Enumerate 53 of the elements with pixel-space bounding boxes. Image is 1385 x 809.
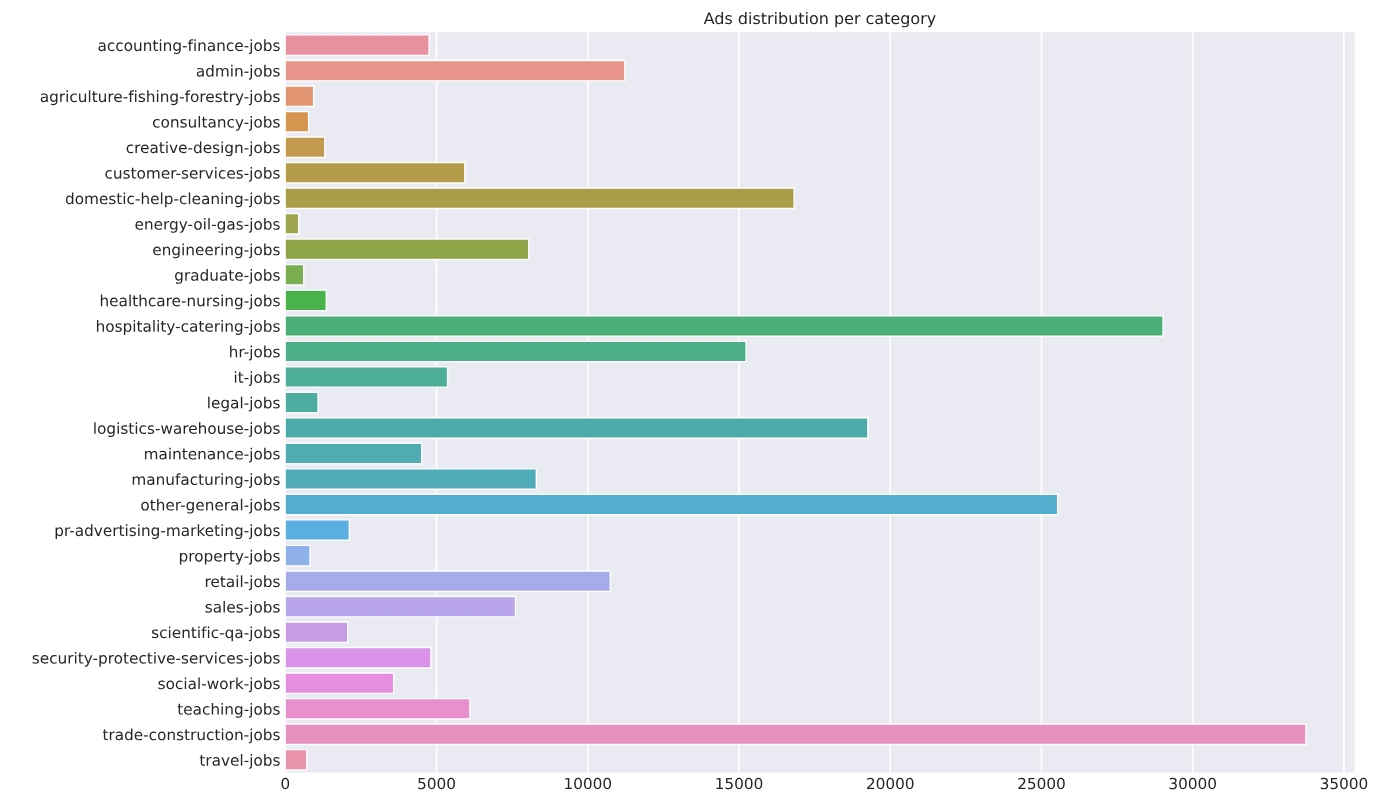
y-tick-label: logistics-warehouse-jobs	[94, 422, 280, 437]
x-tick-label: 0	[281, 777, 290, 790]
y-tick-label: consultancy-jobs	[153, 115, 280, 131]
y-tick-label: accounting-finance-jobs	[98, 39, 280, 55]
y-tick-label: hospitality-catering-jobs	[96, 320, 280, 335]
x-tick-label: 10000	[565, 777, 612, 790]
bar	[285, 289, 327, 312]
x-tick-label: 5000	[418, 777, 455, 790]
bar	[285, 212, 300, 235]
bar	[285, 34, 430, 57]
x-tick-label: 30000	[1169, 777, 1216, 790]
y-tick-label: manufacturing-jobs	[132, 473, 280, 489]
y-tick-label: legal-jobs	[208, 396, 280, 412]
y-tick-label: domestic-help-cleaning-jobs	[65, 192, 280, 208]
y-tick-label: security-protective-services-jobs	[32, 651, 280, 667]
y-tick-label: graduate-jobs	[175, 269, 280, 284]
bar	[285, 263, 305, 286]
x-tick-label: 35000	[1320, 777, 1368, 790]
y-tick-label: hr-jobs	[230, 345, 280, 361]
bar	[285, 621, 349, 644]
y-tick-label: agriculture-fishing-forestry-jobs	[40, 90, 280, 106]
y-tick-label: healthcare-nursing-jobs	[100, 294, 280, 310]
bar	[285, 136, 326, 159]
x-tick-label: 20000	[867, 777, 914, 790]
y-tick-label: social-work-jobs	[158, 677, 280, 693]
y-tick-label: retail-jobs	[205, 575, 280, 591]
y-tick-label: admin-jobs	[196, 64, 280, 80]
y-tick-label: it-jobs	[234, 371, 280, 386]
bar	[285, 442, 423, 465]
y-tick-label: property-jobs	[179, 549, 280, 565]
x-tick-label: 15000	[716, 777, 763, 790]
y-tick-label: engineering-jobs	[153, 243, 280, 259]
y-tick-label: pr-advertising-marketing-jobs	[55, 524, 280, 540]
y-tick-label: customer-services-jobs	[105, 166, 280, 182]
y-tick-label: trade-construction-jobs	[102, 728, 280, 744]
bar	[285, 391, 319, 414]
bar	[285, 85, 315, 108]
bar	[285, 110, 310, 133]
y-tick-label: scientific-qa-jobs	[152, 626, 280, 642]
y-tick-label: teaching-jobs	[177, 702, 280, 718]
x-tick-label: 25000	[1018, 777, 1065, 790]
bar	[285, 672, 395, 695]
bar	[285, 544, 311, 567]
y-tick-label: energy-oil-gas-jobs	[135, 218, 280, 233]
y-tick-label: travel-jobs	[199, 754, 280, 769]
y-tick-label: sales-jobs	[205, 600, 280, 616]
bar	[285, 646, 432, 669]
y-tick-label: maintenance-jobs	[144, 447, 280, 463]
chart-title: Ads distribution per category	[703, 11, 936, 28]
y-tick-label: creative-design-jobs	[126, 141, 280, 157]
bar	[285, 519, 351, 542]
y-tick-label: other-general-jobs	[141, 498, 280, 514]
bar	[285, 748, 308, 771]
